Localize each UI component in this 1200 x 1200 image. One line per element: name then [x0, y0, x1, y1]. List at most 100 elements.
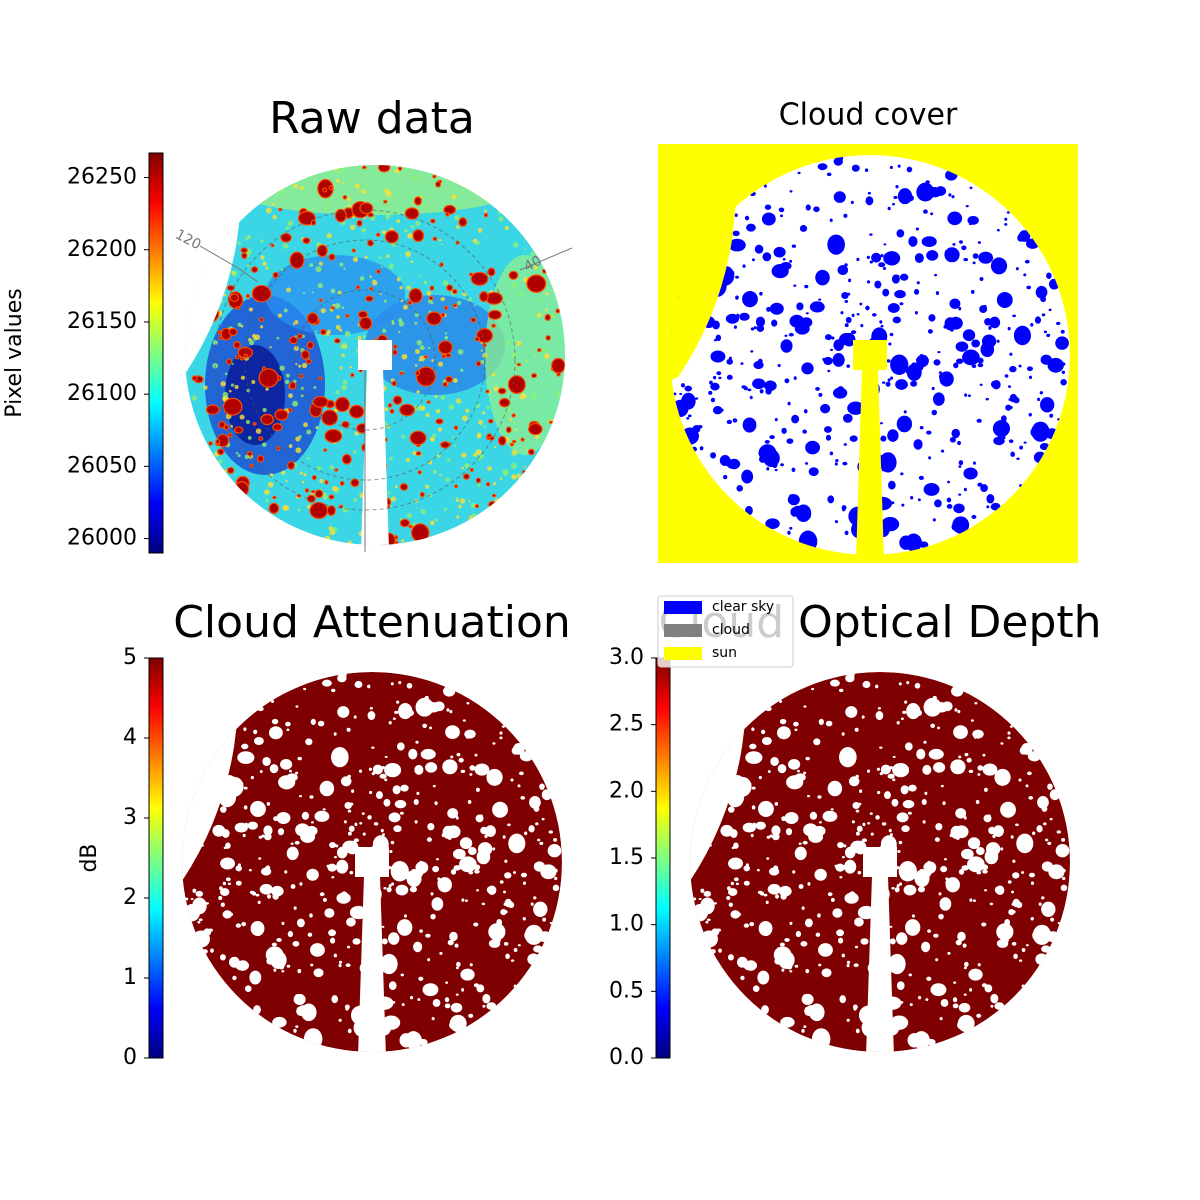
cloud-blob: [386, 887, 392, 893]
speckle: [498, 216, 504, 222]
cloud-blob: [1016, 833, 1034, 854]
cloud-blob: [803, 705, 807, 708]
cloud-blob: [435, 858, 440, 861]
speckle: [493, 445, 497, 449]
cloud-blob: [1009, 352, 1013, 356]
cloud-blob: [785, 828, 793, 836]
cloud-blob: [273, 816, 278, 822]
cloud-blob: [890, 376, 894, 380]
cloud-blob: [420, 748, 436, 760]
speckle: [281, 470, 286, 475]
cloud-blob: [399, 403, 416, 417]
cloud-blob: [769, 217, 773, 221]
cloud-blob: [946, 497, 952, 503]
cloud-blob: [225, 842, 231, 849]
cloud-blob: [1039, 391, 1044, 395]
cloud-blob: [894, 289, 906, 299]
cloud-blob: [713, 338, 717, 342]
cloud-blob: [896, 932, 908, 945]
speckle: [456, 300, 462, 306]
cloud-blob: [972, 253, 979, 259]
cloud-blob: [553, 837, 558, 842]
cloud-blob: [959, 240, 963, 244]
cloud-blob: [742, 264, 746, 268]
speckle: [442, 280, 449, 286]
speckle: [341, 384, 348, 391]
cloud-blob: [988, 855, 994, 860]
cloud-blob: [479, 291, 489, 303]
cloud-blob: [443, 204, 457, 215]
cloud-blob: [228, 327, 238, 336]
cloud-blob: [271, 699, 275, 704]
speckle: [267, 481, 274, 488]
cloud-blob: [906, 680, 910, 685]
cloud-blob: [250, 266, 259, 274]
cloud-blob: [953, 981, 957, 984]
cloud-blob: [693, 897, 697, 901]
cloud-blob: [896, 274, 900, 279]
cloud-blob: [804, 462, 809, 465]
cloud-blob: [237, 751, 255, 764]
speckle: [384, 188, 389, 194]
cloud-blob: [977, 241, 981, 244]
cloud-blob: [784, 730, 788, 735]
cloud-blob: [993, 994, 998, 999]
cloud-blob: [877, 706, 881, 710]
cloud-blob: [338, 963, 342, 968]
cloud-blob: [784, 937, 790, 942]
cloud-blob: [1012, 859, 1016, 863]
speckle: [299, 185, 304, 191]
cloud-blob: [276, 937, 282, 942]
speckle: [529, 251, 536, 257]
cloud-blob: [496, 919, 503, 926]
cloud-blob: [415, 861, 429, 874]
cloud-blob: [834, 864, 839, 868]
cloud-blob: [474, 869, 480, 874]
cloud-blob: [896, 229, 905, 238]
cloud-blob: [1008, 909, 1015, 916]
cloud-blob: [794, 846, 807, 861]
speckle: [279, 189, 284, 194]
cloud-blob: [243, 805, 248, 810]
speckle: [444, 336, 449, 340]
cloud-blob: [784, 812, 799, 825]
cloud-blob: [396, 742, 405, 751]
cloud-blob: [411, 868, 417, 874]
cloud-blob: [317, 376, 323, 381]
speckle: [486, 466, 492, 472]
speckle: [511, 474, 517, 480]
cloud-blob: [468, 1013, 474, 1018]
cloud-blob: [227, 433, 233, 438]
cloud-blob: [839, 995, 847, 1004]
cloud-blob: [425, 933, 431, 938]
cloud-blob: [310, 489, 316, 494]
cloud-blob: [468, 847, 477, 856]
speckle: [336, 315, 340, 319]
cloud-blob: [832, 353, 845, 367]
speckle: [445, 477, 450, 482]
cloud-blob: [301, 811, 310, 820]
cloud-blob: [928, 456, 932, 460]
speckle: [326, 233, 332, 239]
cloud-blob: [895, 185, 899, 189]
cloud-blob: [938, 371, 942, 374]
cloud-blob: [889, 925, 893, 928]
colorbar-tick-label: 5: [123, 645, 137, 670]
cloud-blob: [313, 968, 324, 978]
cloud-blob: [454, 943, 459, 948]
speckle: [492, 482, 497, 486]
speckle: [440, 395, 446, 400]
cloud-blob: [507, 823, 511, 827]
cloud-blob: [395, 884, 409, 896]
cloud-blob: [941, 375, 953, 385]
cloud-blob: [234, 355, 240, 360]
cloud-blob: [449, 931, 458, 942]
cloud-blob: [1032, 831, 1036, 836]
cloud-blob: [226, 358, 233, 365]
cloud-blob: [1049, 413, 1054, 418]
cloud-blob: [774, 468, 778, 472]
cloud-blob: [317, 720, 325, 727]
cloud-blob: [326, 864, 331, 868]
cloud-blob: [833, 157, 843, 166]
